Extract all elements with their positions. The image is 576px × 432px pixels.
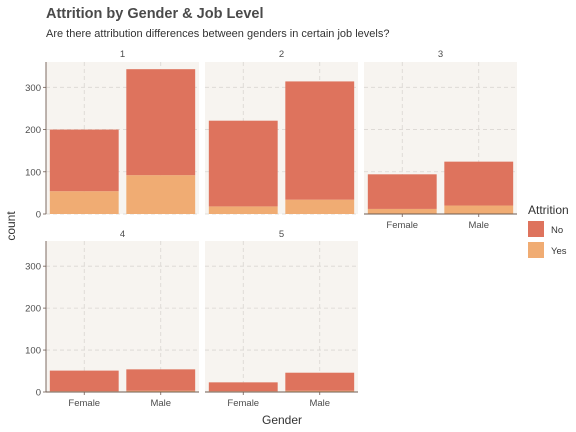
facet-panel: 4 0 100 200 300 Female Male bbox=[25, 229, 199, 409]
facet-strip-label: 5 bbox=[279, 229, 284, 240]
y-tick-label: 200 bbox=[25, 125, 41, 136]
x-tick-label: Female bbox=[227, 398, 259, 409]
chart-subtitle: Are there attribution differences betwee… bbox=[46, 28, 389, 40]
x-tick-label: Female bbox=[68, 398, 100, 409]
facet-panels: 1 0 100 200 300 2 3 Female Male 4 0 100 200 300 Female… bbox=[25, 49, 517, 409]
y-axis-title: count bbox=[4, 211, 18, 241]
bar-segment-no bbox=[208, 382, 278, 392]
panel-background bbox=[205, 241, 358, 392]
bar-segment-no bbox=[444, 161, 514, 206]
y-tick-label: 0 bbox=[36, 388, 41, 399]
legend-label: Yes bbox=[551, 246, 567, 257]
x-tick-label: Female bbox=[386, 220, 418, 231]
facet-panel: 3 Female Male bbox=[364, 49, 517, 231]
x-axis-title: Gender bbox=[262, 413, 302, 427]
chart-title: Attrition by Gender & Job Level bbox=[46, 6, 264, 22]
legend-key-no bbox=[528, 221, 544, 237]
legend-label: No bbox=[551, 225, 563, 236]
legend-key-yes bbox=[528, 242, 544, 258]
bar-segment-yes bbox=[285, 390, 355, 392]
x-tick-label: Male bbox=[468, 220, 489, 231]
y-tick-label: 300 bbox=[25, 83, 41, 94]
x-tick-label: Male bbox=[309, 398, 330, 409]
y-tick-label: 100 bbox=[25, 346, 41, 357]
bar-segment-yes bbox=[126, 175, 196, 214]
bar-segment-yes bbox=[126, 390, 196, 392]
y-tick-label: 100 bbox=[25, 167, 41, 178]
bar-segment-no bbox=[285, 81, 355, 200]
bar-segment-no bbox=[126, 69, 196, 176]
y-tick-label: 200 bbox=[25, 304, 41, 315]
bar-segment-no bbox=[285, 372, 355, 391]
bar-segment-no bbox=[208, 120, 278, 207]
y-tick-label: 0 bbox=[36, 210, 41, 221]
facet-strip-label: 2 bbox=[279, 49, 284, 60]
bar-segment-yes bbox=[208, 206, 278, 214]
legend-title: Attrition bbox=[528, 203, 569, 217]
bar-segment-yes bbox=[367, 208, 437, 214]
facet-panel: 2 bbox=[205, 49, 358, 215]
legend: Attrition No Yes bbox=[528, 203, 569, 258]
bar-segment-no bbox=[367, 174, 437, 209]
y-tick-label: 300 bbox=[25, 262, 41, 273]
bar-segment-yes bbox=[285, 199, 355, 214]
facet-strip-label: 3 bbox=[438, 49, 443, 60]
bar-segment-no bbox=[49, 129, 119, 192]
bar-segment-yes bbox=[444, 205, 514, 214]
bar-segment-yes bbox=[49, 191, 119, 214]
facet-strip-label: 1 bbox=[120, 49, 125, 60]
bar-segment-no bbox=[49, 370, 119, 392]
facet-strip-label: 4 bbox=[120, 229, 125, 240]
facet-panel: 1 0 100 200 300 bbox=[25, 49, 199, 221]
facet-panel: 5 Female Male bbox=[205, 229, 358, 409]
x-tick-label: Male bbox=[150, 398, 171, 409]
bar-segment-no bbox=[126, 369, 196, 391]
